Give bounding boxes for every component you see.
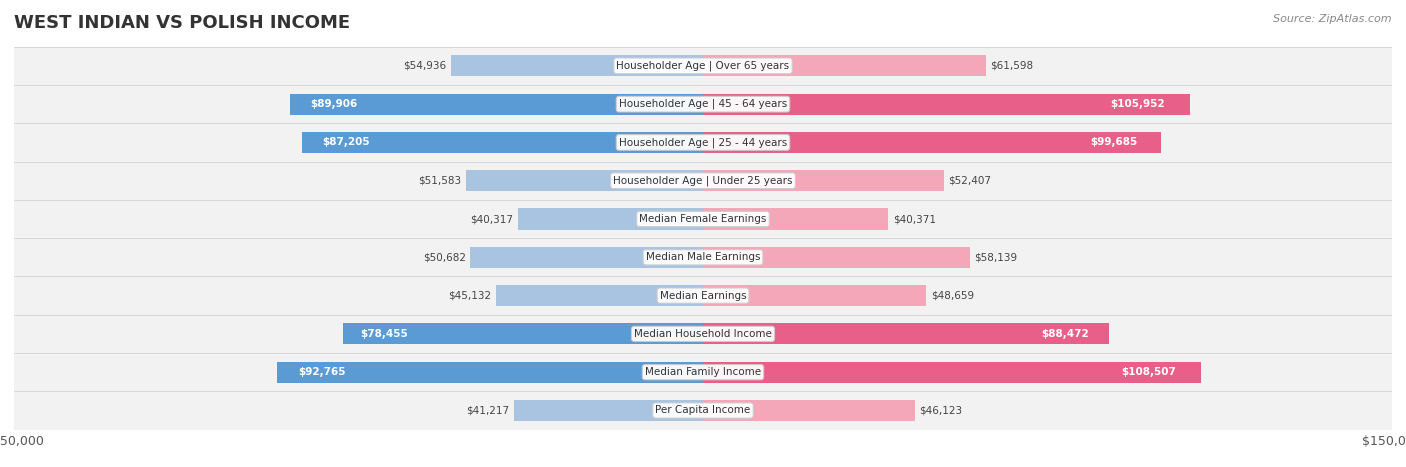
Bar: [703, 208, 889, 230]
Text: $40,371: $40,371: [893, 214, 936, 224]
Bar: [703, 400, 915, 421]
Text: Median Male Earnings: Median Male Earnings: [645, 252, 761, 262]
Text: $48,659: $48,659: [931, 290, 974, 301]
Text: $58,139: $58,139: [974, 252, 1018, 262]
Bar: [703, 361, 1201, 383]
Text: Householder Age | Under 25 years: Householder Age | Under 25 years: [613, 176, 793, 186]
Bar: [14, 85, 1392, 123]
Text: Median Earnings: Median Earnings: [659, 290, 747, 301]
Bar: [703, 93, 1189, 115]
Bar: [703, 132, 1161, 153]
Text: $99,685: $99,685: [1091, 137, 1137, 148]
Bar: [517, 208, 703, 230]
Text: $87,205: $87,205: [322, 137, 370, 148]
Text: Householder Age | 25 - 44 years: Householder Age | 25 - 44 years: [619, 137, 787, 148]
Text: $51,583: $51,583: [419, 176, 461, 186]
Bar: [14, 353, 1392, 391]
Bar: [14, 162, 1392, 200]
Text: Median Family Income: Median Family Income: [645, 367, 761, 377]
Bar: [703, 285, 927, 306]
Bar: [277, 361, 703, 383]
Text: WEST INDIAN VS POLISH INCOME: WEST INDIAN VS POLISH INCOME: [14, 14, 350, 32]
Text: Median Female Earnings: Median Female Earnings: [640, 214, 766, 224]
Bar: [14, 238, 1392, 276]
Bar: [14, 200, 1392, 238]
Bar: [465, 170, 703, 191]
Bar: [703, 247, 970, 268]
Text: Source: ZipAtlas.com: Source: ZipAtlas.com: [1274, 14, 1392, 24]
Bar: [14, 391, 1392, 430]
Text: $50,682: $50,682: [423, 252, 465, 262]
Bar: [513, 400, 703, 421]
Text: $88,472: $88,472: [1042, 329, 1090, 339]
Text: $52,407: $52,407: [948, 176, 991, 186]
Text: $41,217: $41,217: [465, 405, 509, 416]
Text: $78,455: $78,455: [361, 329, 408, 339]
Bar: [290, 93, 703, 115]
Text: Householder Age | Over 65 years: Householder Age | Over 65 years: [616, 61, 790, 71]
Bar: [703, 55, 986, 77]
Text: $54,936: $54,936: [404, 61, 446, 71]
Bar: [14, 47, 1392, 85]
Bar: [343, 323, 703, 345]
Bar: [14, 123, 1392, 162]
Bar: [496, 285, 703, 306]
Text: $105,952: $105,952: [1111, 99, 1166, 109]
Text: $46,123: $46,123: [920, 405, 963, 416]
Bar: [451, 55, 703, 77]
Text: $61,598: $61,598: [990, 61, 1033, 71]
Text: $40,317: $40,317: [470, 214, 513, 224]
Text: $108,507: $108,507: [1122, 367, 1177, 377]
Text: Householder Age | 45 - 64 years: Householder Age | 45 - 64 years: [619, 99, 787, 109]
Text: $45,132: $45,132: [449, 290, 491, 301]
Text: $92,765: $92,765: [298, 367, 346, 377]
Bar: [302, 132, 703, 153]
Bar: [703, 323, 1109, 345]
Bar: [470, 247, 703, 268]
Text: $89,906: $89,906: [311, 99, 359, 109]
Text: Median Household Income: Median Household Income: [634, 329, 772, 339]
Bar: [14, 276, 1392, 315]
Text: Per Capita Income: Per Capita Income: [655, 405, 751, 416]
Bar: [14, 315, 1392, 353]
Bar: [703, 170, 943, 191]
